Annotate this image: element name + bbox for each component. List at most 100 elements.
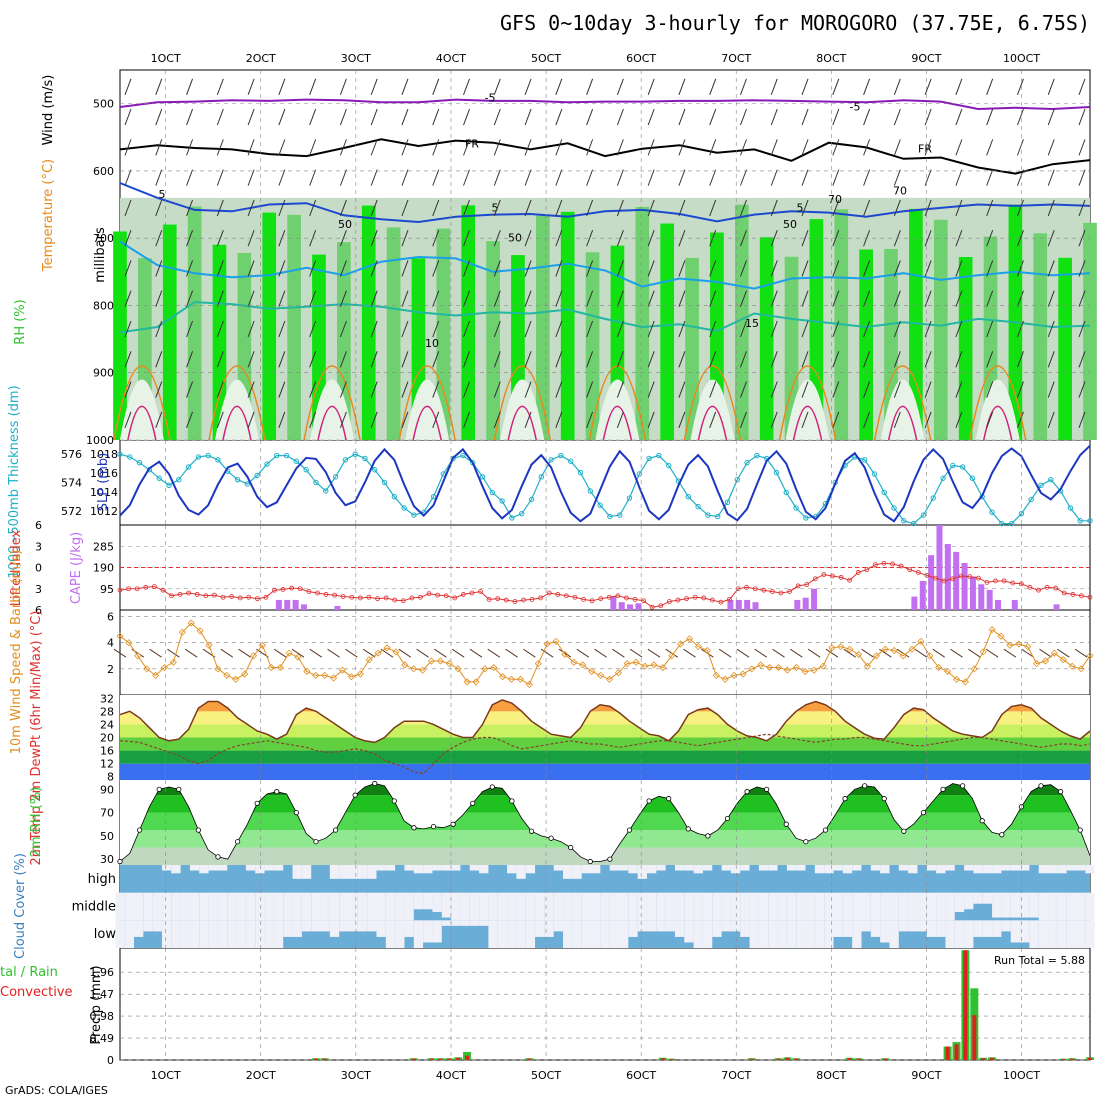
li-marker (392, 597, 398, 603)
wind-barb (832, 139, 840, 156)
thickness-marker (185, 464, 192, 470)
temp-contour-25 (412, 405, 442, 441)
li-marker (323, 592, 329, 597)
wind-speed-marker (792, 663, 800, 672)
wind-speed-marker (258, 641, 266, 649)
cloud-clear (283, 920, 293, 937)
wind-speed-marker (605, 675, 614, 683)
li-marker (126, 586, 131, 592)
thickness-marker (127, 454, 133, 460)
wind-barb (309, 411, 317, 428)
thickness-marker (1038, 482, 1044, 489)
temp-contour-25 (697, 405, 728, 441)
thickness-marker (264, 461, 270, 467)
precip-tick: 0.98 (90, 1010, 115, 1023)
wind-barb (616, 290, 624, 307)
wind-barb (493, 169, 501, 186)
contour-label: -5 (850, 100, 861, 113)
wind-barb (955, 169, 963, 186)
wind-barb (278, 411, 286, 428)
top-date-tick: 1OCT (151, 52, 181, 65)
temp-tick: 20 (100, 732, 114, 745)
wind-barb (124, 351, 132, 368)
li-marker (666, 599, 672, 604)
wind-speed-marker (445, 660, 453, 668)
wind-barb (401, 199, 409, 217)
wind-speed-marker (997, 632, 1005, 640)
wind-barb (155, 351, 163, 368)
li-marker (229, 594, 234, 599)
wind-barb (1047, 351, 1055, 368)
surface-wind-barb (1021, 648, 1034, 658)
cloud-clear (730, 865, 741, 874)
wind-barb (955, 411, 963, 428)
cloud-clear (936, 865, 946, 874)
cloud-clear (143, 920, 153, 932)
rh-marker (568, 844, 574, 851)
thickness-marker (313, 479, 319, 486)
contour-label: 5 (159, 188, 166, 201)
wind-barb (616, 108, 624, 126)
wind-speed-marker (330, 674, 338, 682)
cape-bar (811, 588, 818, 610)
wind-speed-marker (1068, 662, 1076, 670)
li-marker (503, 597, 509, 603)
surface-wind-barb (434, 648, 447, 658)
surface-wind-barb (736, 648, 750, 658)
cloud-clear (535, 892, 545, 921)
wind-barb (401, 260, 409, 277)
cloud-clear (301, 892, 312, 921)
cloud-clear (1010, 920, 1021, 943)
cloud-clear (581, 892, 592, 921)
cloud-clear (395, 920, 405, 948)
cloud-clear (255, 920, 265, 948)
temp-line (119, 699, 1091, 744)
rh-marker (705, 833, 711, 839)
wind-barb (524, 320, 532, 338)
rh-marker (352, 792, 358, 798)
surface-wind-barb (950, 648, 963, 658)
cloud-clear (693, 920, 703, 948)
wind-barb (709, 139, 717, 156)
cape-bar (919, 580, 926, 610)
wind-speed-marker (321, 671, 329, 679)
cloud-clear (189, 920, 200, 948)
rh-marker (685, 826, 691, 832)
cloud-clear (236, 892, 246, 921)
wind-barb (1047, 108, 1055, 126)
cloud-clear (758, 865, 769, 871)
wind-speed-marker (837, 643, 845, 651)
cloud-clear (637, 865, 647, 879)
rh-marker (960, 783, 966, 789)
contour-label: FR (465, 137, 479, 150)
wind-barb (770, 108, 778, 126)
wind-barb (432, 290, 440, 307)
wind-barb (309, 260, 317, 277)
wind-barb (924, 381, 932, 398)
cloud-clear (413, 892, 424, 910)
wind-barb (801, 139, 809, 156)
wind-barb (1047, 139, 1055, 156)
wind-barb (1078, 78, 1086, 95)
thickness-marker (607, 513, 613, 520)
cloud-row-label: low (94, 927, 117, 942)
wind-barb (863, 78, 871, 95)
thickness-marker (685, 493, 691, 500)
wind-speed-marker (499, 673, 507, 681)
wind-speed-marker (899, 652, 907, 660)
wind-barb (493, 260, 501, 277)
precip-convective-bar (313, 1058, 318, 1060)
temp-contour-25 (887, 405, 918, 441)
wind-speed-marker (356, 670, 364, 678)
cloud-clear (889, 892, 899, 921)
cloud-clear (441, 920, 452, 926)
thickness-marker (754, 452, 760, 459)
cloud-clear (199, 920, 209, 948)
wind-barb (863, 320, 871, 338)
precip-convective-bar (785, 1057, 790, 1060)
li-marker (838, 575, 844, 580)
wind-barb (586, 320, 594, 338)
wind-barb (370, 351, 378, 368)
wind-speed-marker (338, 666, 347, 674)
thickness-marker (489, 489, 496, 496)
